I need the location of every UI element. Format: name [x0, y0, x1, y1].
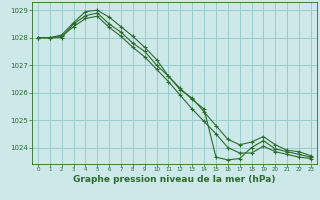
X-axis label: Graphe pression niveau de la mer (hPa): Graphe pression niveau de la mer (hPa) — [73, 175, 276, 184]
